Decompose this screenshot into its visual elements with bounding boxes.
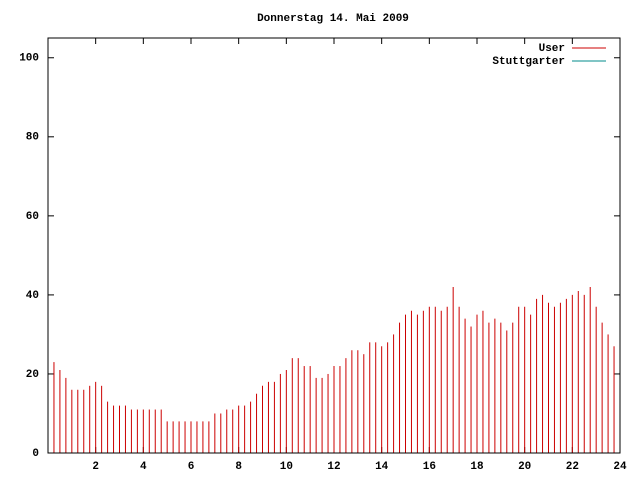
plot-border: [47, 37, 621, 454]
x-tick-label: 2: [92, 461, 99, 473]
y-tick-label: 20: [26, 369, 39, 381]
legend-label: Stuttgarter: [492, 56, 565, 68]
x-tick-label: 24: [613, 461, 627, 473]
x-tick-label: 22: [566, 461, 579, 473]
x-tick-label: 20: [518, 461, 531, 473]
x-tick-label: 14: [375, 461, 389, 473]
x-tick-label: 6: [188, 461, 195, 473]
y-tick-label: 0: [32, 448, 39, 460]
legend-label: User: [539, 43, 565, 55]
x-tick-label: 16: [423, 461, 436, 473]
x-tick-label: 18: [470, 461, 484, 473]
y-tick-label: 40: [26, 290, 39, 302]
y-tick-label: 80: [26, 132, 39, 144]
x-tick-label: 10: [280, 461, 293, 473]
x-tick-label: 4: [140, 461, 147, 473]
y-tick-label: 60: [26, 211, 39, 223]
chart-title: Donnerstag 14. Mai 2009: [257, 13, 409, 25]
x-tick-label: 12: [327, 461, 340, 473]
x-tick-label: 8: [235, 461, 242, 473]
y-tick-label: 100: [19, 53, 39, 65]
